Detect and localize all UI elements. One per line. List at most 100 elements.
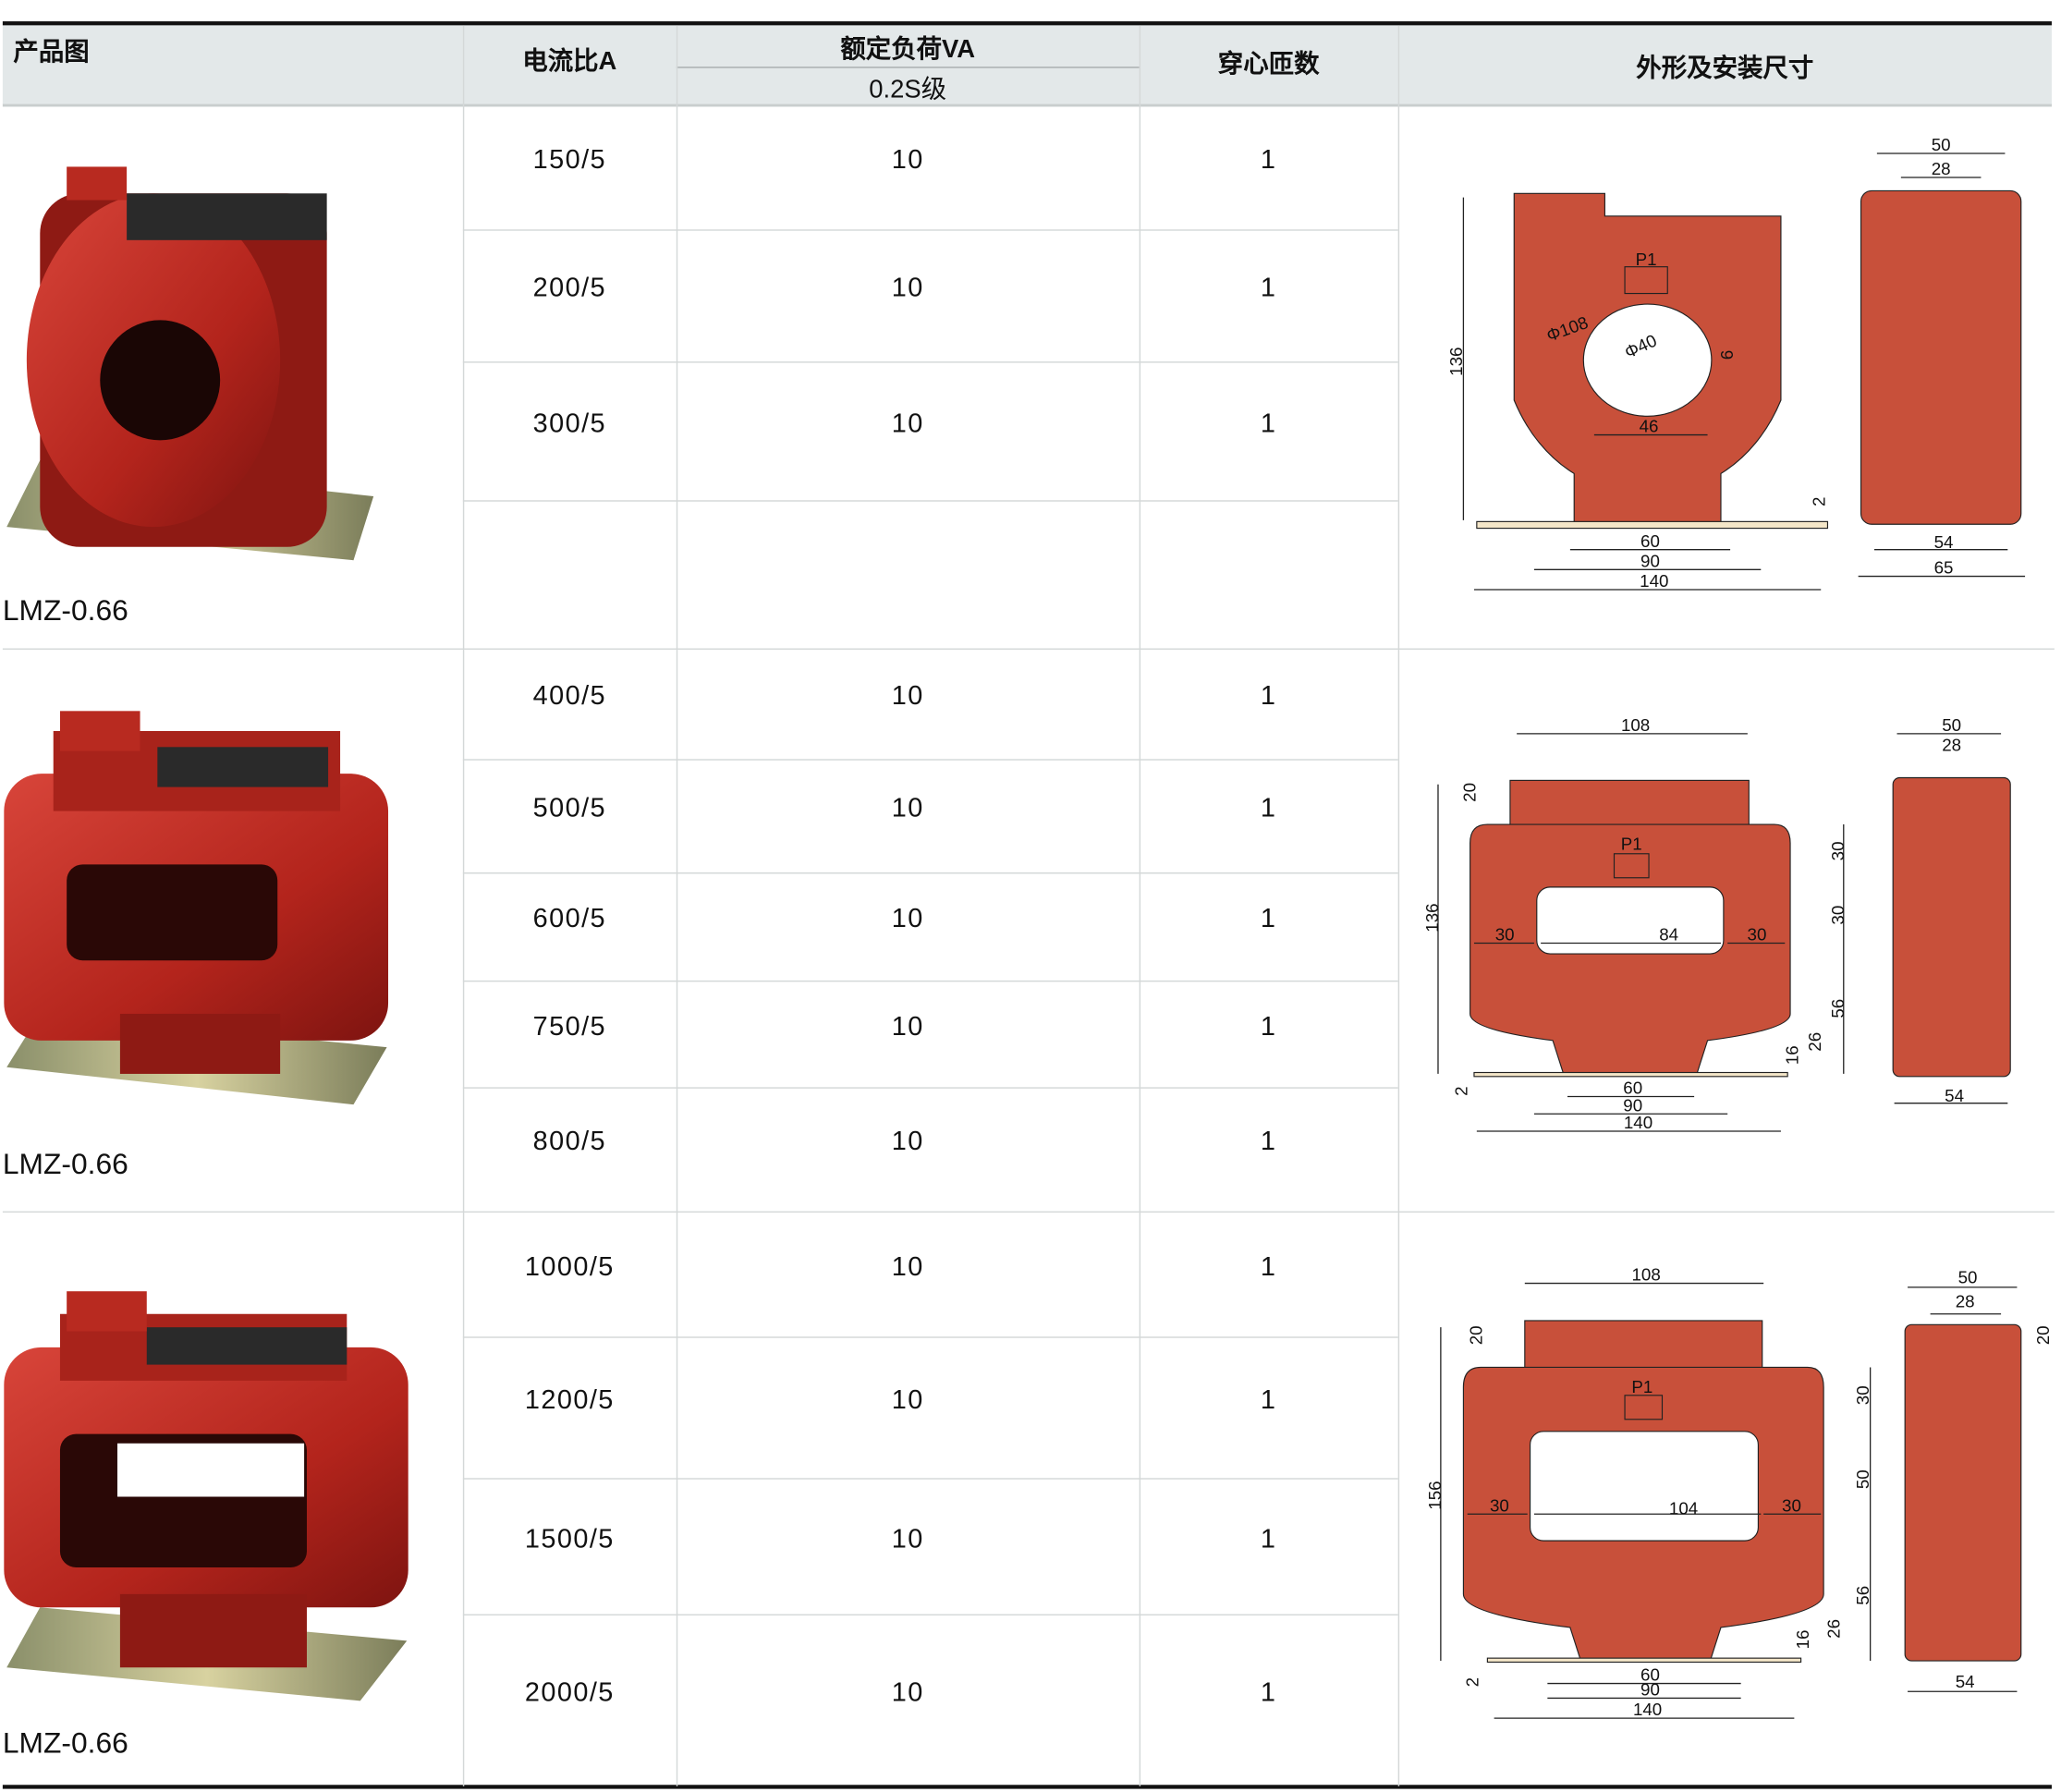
dimension-label: 90 [1623, 1095, 1642, 1115]
dimension-label: P1 [1631, 1377, 1652, 1396]
dimension-label: P1 [1636, 250, 1657, 269]
bottom-rule [2, 1785, 2052, 1789]
dimension-label: P1 [1621, 834, 1642, 853]
cell-ratio: 1000/5 [524, 1251, 615, 1282]
dimension-label: 140 [1633, 1700, 1662, 1719]
header-turns: 穿心匝数 [1217, 50, 1320, 79]
header-rule [2, 104, 2052, 107]
dimension-label: 30 [1828, 841, 1848, 860]
dimension-label: 28 [1942, 736, 1961, 755]
top-rule [2, 21, 2052, 26]
cell-ratio: 600/5 [532, 904, 607, 934]
cell-turns: 1 [1260, 1384, 1277, 1415]
cell-ratio: 750/5 [532, 1011, 607, 1042]
p1-marker [1624, 266, 1668, 295]
dimension-label: 156 [1425, 1481, 1445, 1509]
header-current-ratio: 电流比A [522, 47, 617, 76]
cell-load: 10 [891, 1384, 924, 1415]
dimension-label: 30 [1748, 925, 1767, 945]
row-divider [462, 1336, 1398, 1338]
terminal-block [67, 166, 128, 201]
dimension-label: 20 [1459, 783, 1479, 802]
dimension-label: 108 [1621, 715, 1650, 735]
cell-turns: 1 [1260, 1127, 1277, 1157]
dimension-label: 104 [1669, 1498, 1698, 1518]
terminal-block [59, 711, 140, 751]
dimension-label: 16 [1793, 1630, 1812, 1650]
row-divider [462, 759, 1398, 761]
dimension-label: 65 [1934, 558, 1954, 578]
dimension-label: 30 [1490, 1495, 1509, 1515]
dimension-label: 16 [1783, 1045, 1802, 1065]
row-divider [462, 361, 1398, 363]
header-product-image: 产品图 [13, 38, 90, 67]
dimension-label: 28 [1932, 159, 1951, 178]
dimension-label: 90 [1640, 551, 1660, 570]
cell-load: 10 [891, 1251, 924, 1282]
dimension-label: 26 [1823, 1619, 1843, 1639]
terminal-top [1509, 779, 1750, 828]
dimension-label: 140 [1640, 571, 1668, 591]
cell-turns: 1 [1260, 145, 1277, 176]
dimension-label: 9 [1717, 350, 1737, 360]
cell-load: 10 [891, 273, 924, 303]
dimension-label: 54 [1956, 1672, 1975, 1691]
cell-turns: 1 [1260, 408, 1277, 439]
group-divider [2, 1211, 2055, 1213]
cell-turns: 1 [1260, 681, 1277, 712]
nameplate [146, 1327, 348, 1365]
dimension-label: 84 [1659, 925, 1678, 945]
dimension-label: 90 [1640, 1680, 1660, 1700]
header-rated-load: 额定负荷VA [840, 35, 976, 64]
outline-side-view [1904, 1323, 2022, 1662]
dimension-label: 2 [1462, 1677, 1482, 1687]
cell-turns: 1 [1260, 273, 1277, 303]
cell-turns: 1 [1260, 1677, 1277, 1707]
cell-load: 10 [891, 145, 924, 176]
cell-turns: 1 [1260, 793, 1277, 823]
dimension-label: 136 [1422, 903, 1442, 932]
cell-turns: 1 [1260, 1251, 1277, 1282]
dimension-label: 54 [1945, 1086, 1964, 1105]
product-photo-base [119, 1593, 307, 1668]
cell-ratio: 200/5 [532, 273, 607, 303]
dimension-label: 20 [1467, 1325, 1486, 1345]
cell-ratio: 300/5 [532, 408, 607, 439]
cell-load: 10 [891, 1011, 924, 1042]
header-dimensions: 外形及安装尺寸 [1636, 54, 1814, 82]
dimension-label: 60 [1640, 531, 1660, 551]
terminal-block [67, 1291, 147, 1332]
cell-load: 10 [891, 1127, 924, 1157]
dimension-label: 56 [1828, 999, 1848, 1018]
product-photo-hole [100, 320, 221, 441]
cell-ratio: 800/5 [532, 1127, 607, 1157]
dimension-label: 30 [1828, 906, 1848, 925]
cell-ratio: 2000/5 [524, 1677, 615, 1707]
window [1530, 1431, 1759, 1542]
row-divider [462, 500, 1398, 502]
dimension-label: 30 [1782, 1495, 1801, 1515]
terminal-top [1524, 1320, 1763, 1370]
row-divider [462, 872, 1398, 874]
dimension-label: 26 [1805, 1032, 1824, 1052]
model-label: LMZ-0.66 [2, 593, 128, 628]
cell-load: 10 [891, 1677, 924, 1707]
base-plate [1476, 520, 1829, 530]
p1-marker [1613, 853, 1650, 879]
dimension-label: 2 [1452, 1086, 1471, 1095]
base-plate [1473, 1071, 1788, 1078]
cell-load: 10 [891, 793, 924, 823]
dimension-label: 108 [1632, 1265, 1661, 1285]
column-divider [1397, 25, 1400, 1786]
dimension-label: 50 [1958, 1268, 1978, 1287]
header-accuracy-class: 0.2S级 [869, 75, 947, 104]
dimension-label: 54 [1934, 532, 1954, 552]
cell-load: 10 [891, 904, 924, 934]
cell-turns: 1 [1260, 1524, 1277, 1554]
nameplate [157, 747, 329, 787]
cell-load: 10 [891, 408, 924, 439]
row-divider [462, 1087, 1398, 1089]
dimension-label: 20 [2033, 1325, 2053, 1345]
